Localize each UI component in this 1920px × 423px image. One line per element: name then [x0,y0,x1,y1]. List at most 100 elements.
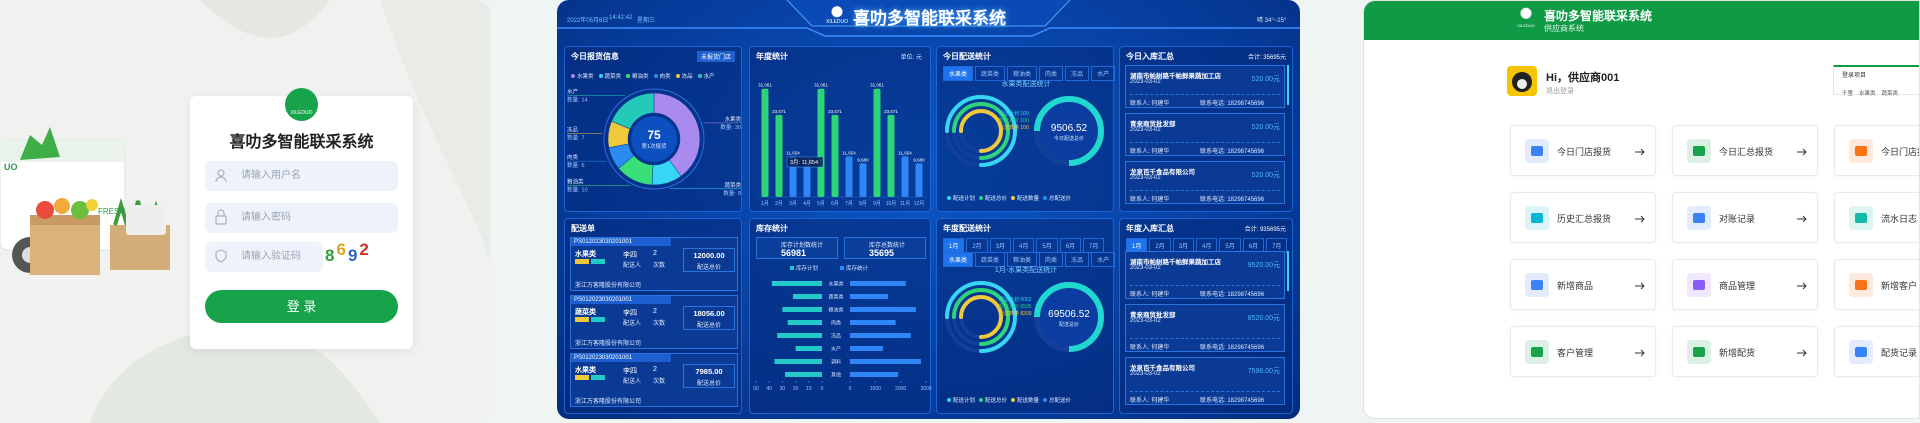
card-icon [1687,340,1711,364]
bar [901,156,909,197]
category-tab[interactable]: 蔬菜类 [975,252,1006,267]
inbound-today-panel: 今日入库汇总 合计: 35695元 湖南市帕树路千帕鲜果蔬加工店 2023-03-… [1119,46,1293,212]
donut-slice [611,92,655,130]
count-label: 次数 [653,321,666,327]
dashboard-screen: XILEDUO 喜叻多智能联采系统 2022年05月6日 14:42:42 星期… [557,0,1300,419]
total: 18056.00 [693,309,725,318]
date: 2022年05月6日 [567,18,609,24]
contact: 联系人: 何建华 [1130,292,1170,298]
stat-value: 56981 [781,248,807,258]
menu-card[interactable]: 配货记录 [1834,326,1919,377]
quantity-value: 10 [582,188,588,194]
logout[interactable]: 退出登录 [1546,88,1574,95]
legend-label: 配送计划 [953,398,976,404]
bar [831,114,839,197]
donut-ring [603,88,705,190]
stat-box: 库存计划数统计 56981 [756,237,838,259]
bar [787,320,822,325]
box-title: 登录项目 [1842,73,1867,79]
category-tab[interactable]: 粮油类 [1007,252,1038,267]
category-tab[interactable]: 水产 [1091,66,1116,81]
arrow [1797,215,1807,223]
order-name: 水果类 [575,367,596,374]
box-tab[interactable]: 蔬菜类 [1881,91,1899,97]
menu-card[interactable]: 客户管理 [1510,326,1656,377]
menu-card[interactable]: 今日门店报货 [1834,125,1919,176]
callout-category: 蔬菜类 [724,181,741,189]
box-tab[interactable]: 水果类 [1859,91,1876,97]
unreported-button[interactable]: 未报货门店 [696,51,735,62]
username-input[interactable]: 请输入用户名 [205,161,398,191]
category-tab[interactable]: 水产 [1091,252,1116,267]
menu-card[interactable]: 新增配货 [1672,326,1818,377]
menu-card[interactable]: 新增商品 [1510,259,1656,310]
category-tab[interactable]: 粮油类 [1007,66,1038,81]
category-tab[interactable]: 肉类 [1039,252,1064,267]
arrow-icon [1797,282,1807,290]
inbound-card: 龙泉百千食品有限公司 2023-03-02 520.00元 联系人: 何建华 联系电话:… [1125,161,1285,204]
legend-swatch [840,266,844,270]
callout-value: 数量: 14 [567,96,588,104]
month-tabs: 1月 2月 3月 4月 5月 6月 7月 [943,235,1106,253]
box-tab[interactable]: 千里 [1842,91,1854,97]
category-tab[interactable]: 冻品 [1065,252,1090,267]
order-card: PS012023030201001 蔬菜类 李四 配送人 2 次数 18056.00 配送总价… [570,295,738,349]
phone: 联系电话: 18298745696 [1200,398,1265,404]
quantity-value: 6 [582,163,585,169]
order-card: PS012023030201001 水果类 李四 配送人 2 次数 12000.00 配送总价… [570,237,738,291]
inbound-card: 青来商贸批发部 2023-03-02 520.00元 联系人: 何建华 联系电话: 18… [1125,113,1285,156]
supplier-name: 龙泉百千食品有限公司 [1130,169,1195,176]
category-tab[interactable]: 水果类 [943,252,974,267]
menu-card[interactable]: 对账记录 [1672,192,1818,243]
annual-panel: 年度统计 单位: 元 31,061 1月 23,571 2月 11,654 3月 9,680… [749,46,931,212]
menu-card[interactable]: 今日门店报货 [1510,125,1656,176]
amount: 7596.00元 [1247,368,1280,375]
orders-panel: 配送单 PS012023030201001 水果类 李四 配送人 2 次数 12000.00… [564,218,742,414]
logo: XILEDUO [285,88,318,121]
category-label: 水产 [831,346,841,353]
captcha-input[interactable]: 请输入验证码 [205,242,323,272]
legend-swatch [697,74,702,78]
card-icon [1849,206,1873,230]
total-label: 配送总价 [696,323,721,329]
supplier-title: 喜叻多智能联采系统 [1544,9,1653,23]
legend-item: 粮油类 [626,74,649,80]
login-button[interactable]: 登 录 [205,290,398,323]
menu-card[interactable]: 今日汇总报货 [1672,125,1818,176]
menu-card[interactable]: 商品管理 [1672,259,1818,310]
captcha-char: 6 [336,240,348,259]
menu-card[interactable]: 新增客户 [1834,259,1919,310]
menu-card[interactable]: 历史汇总报货 [1510,192,1656,243]
legend-label: 配送计划 [953,196,976,202]
category-tab[interactable]: 冻品 [1065,66,1090,81]
unit: 单位: 元 [900,55,922,61]
category-tab[interactable]: 水果类 [943,66,974,81]
legend-swatch [790,266,794,270]
menu-card[interactable]: 流水日志 [1834,192,1919,243]
person: 李四 [623,252,637,259]
category-label: 肉类 [831,320,841,327]
month-tab[interactable]: 1月 [1126,238,1148,253]
callout-value: 数量: 7 [567,134,585,142]
category-tab[interactable]: 蔬菜类 [975,66,1006,81]
bar [850,346,883,351]
captcha-image[interactable]: 8692 [325,240,398,270]
order-card: PS012023030201001 水果类 李四 配送人 2 次数 7985.00 配送总价浙… [570,353,738,407]
phone: 联系电话: 18298745696 [1200,101,1265,107]
bar [761,88,769,197]
donut-center [631,116,677,162]
category-tab[interactable]: 肉类 [1039,66,1064,81]
value-label: 11,654 [898,150,912,155]
order-number: PS012023030201001 [571,354,671,362]
password-input[interactable]: 请输入密码 [205,203,398,233]
contact: 联系人: 何建华 [1130,149,1170,155]
icon-shape [1693,213,1705,223]
inbound-card: 湖南市帕树路千帕鲜果蔬加工店 2023-03-02 9520.00元 联系人: 何建华… [1125,251,1285,299]
x-tick-label: 20 [793,386,799,392]
tag [575,375,589,380]
card-title: 新增客户 [1881,281,1918,291]
quantity-label: 数量: [567,161,580,169]
arrow [1635,148,1645,156]
panel-title: 年度配送统计 [943,224,991,233]
